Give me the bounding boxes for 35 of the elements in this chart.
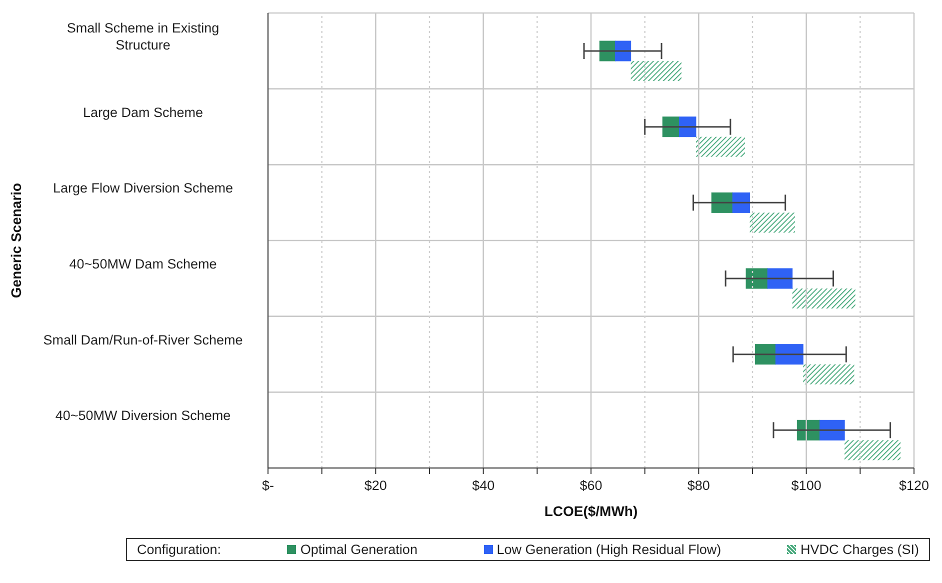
legend-label: Low Generation (High Residual Flow) bbox=[496, 542, 722, 557]
y-axis-title: Generic Scenario bbox=[8, 182, 24, 298]
legend-label: HVDC Charges (SI) bbox=[800, 542, 919, 557]
bar bbox=[711, 192, 733, 213]
x-axis-title: LCOE($/MWh) bbox=[544, 503, 638, 519]
bar bbox=[630, 61, 682, 81]
x-tick-label: $100 bbox=[791, 478, 822, 493]
y-tick-label: Large Dam Scheme bbox=[82, 104, 204, 120]
bar bbox=[599, 40, 616, 62]
bar bbox=[746, 268, 768, 289]
x-tick-label: $120 bbox=[898, 478, 930, 493]
bar bbox=[614, 40, 632, 62]
x-tick-label: $40 bbox=[472, 478, 495, 493]
bar bbox=[792, 288, 856, 308]
legend-title: Configuration: bbox=[137, 542, 222, 557]
bar bbox=[767, 268, 793, 289]
bar bbox=[750, 212, 796, 233]
bar bbox=[803, 364, 854, 384]
x-tick-label: $80 bbox=[687, 478, 710, 493]
bar bbox=[844, 440, 901, 460]
y-tick-label: Small Scheme in Existing Structure bbox=[66, 20, 220, 52]
bar bbox=[732, 192, 750, 213]
y-tick-label: Small Dam/Run-of-River Scheme bbox=[43, 332, 243, 348]
y-tick-label: 40~50MW Dam Scheme bbox=[69, 256, 217, 272]
bar bbox=[754, 344, 776, 365]
bar bbox=[775, 344, 804, 365]
x-tick-label: $60 bbox=[580, 478, 602, 493]
x-tick-label: $20 bbox=[364, 478, 387, 493]
bar bbox=[679, 116, 696, 138]
bar bbox=[820, 420, 845, 440]
legend-label: Optimal Generation bbox=[300, 542, 418, 557]
bar bbox=[696, 136, 745, 157]
y-tick-label: Large Flow Diversion Scheme bbox=[52, 180, 234, 196]
x-tick-label: $- bbox=[262, 478, 274, 493]
y-tick-label: 40~50MW Diversion Scheme bbox=[55, 408, 231, 424]
